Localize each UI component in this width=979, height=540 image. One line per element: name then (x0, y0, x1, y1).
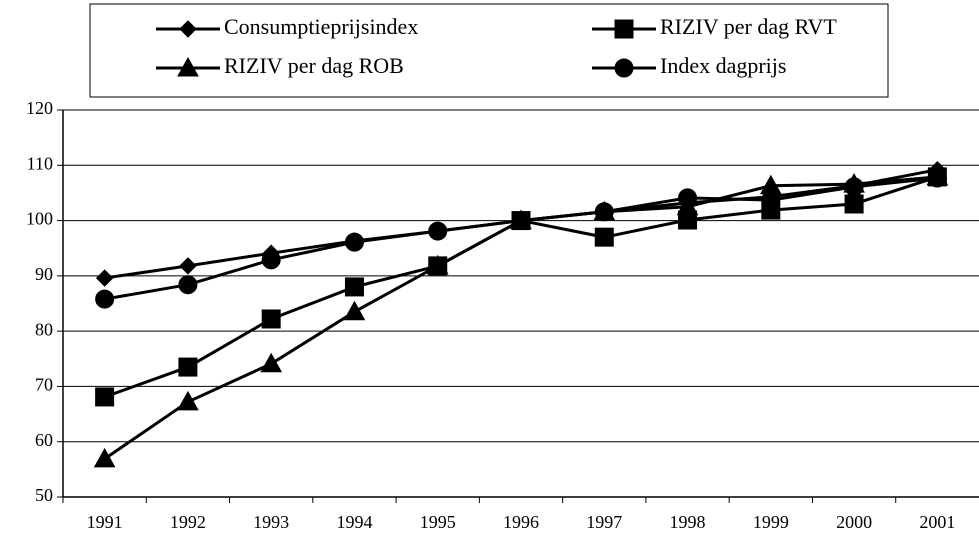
x-tick-label: 1999 (753, 512, 789, 532)
x-tick-label: 2000 (836, 512, 872, 532)
legend-label: Index dagprijs (660, 53, 786, 78)
legend-label: RIZIV per dag RVT (660, 14, 837, 39)
y-tick-label: 60 (35, 430, 53, 450)
point (761, 190, 781, 210)
legend-marker (179, 20, 197, 38)
point (927, 168, 947, 188)
point (177, 390, 199, 411)
point (511, 211, 531, 231)
point (844, 177, 864, 197)
y-tick-label: 110 (27, 153, 53, 173)
point (261, 250, 281, 270)
legend-marker (177, 56, 199, 77)
legend-label: Consumptieprijsindex (224, 14, 418, 39)
x-tick-label: 1998 (670, 512, 706, 532)
series-line (104, 176, 938, 301)
point (179, 257, 197, 275)
point (844, 194, 864, 214)
point (178, 357, 198, 377)
point (260, 352, 283, 373)
point (678, 188, 698, 208)
y-tick-label: 80 (35, 319, 53, 339)
point (428, 221, 448, 241)
x-tick-label: 1992 (170, 512, 206, 532)
point (343, 300, 366, 321)
x-tick-label: 1994 (336, 512, 372, 532)
legend (89, 3, 889, 98)
y-tick-label: 70 (35, 375, 53, 395)
point (344, 277, 364, 297)
x-tick-label: 1993 (253, 512, 289, 532)
point (594, 227, 614, 247)
x-tick-label: 2001 (919, 512, 955, 532)
point (95, 387, 115, 407)
point (178, 275, 198, 295)
y-tick-label: 120 (26, 98, 53, 118)
point (93, 447, 116, 468)
legend-marker (614, 19, 634, 39)
point (95, 269, 114, 287)
y-tick-label: 100 (26, 209, 53, 229)
x-tick-label: 1995 (420, 512, 456, 532)
point (594, 202, 614, 222)
x-tick-label: 1991 (87, 512, 123, 532)
y-tick-label: 90 (35, 264, 53, 284)
point (344, 232, 364, 252)
x-tick-label: 1996 (503, 512, 539, 532)
legend-label: RIZIV per dag ROB (224, 53, 404, 78)
y-tick-label: 50 (35, 485, 53, 505)
point (261, 309, 281, 329)
point (95, 289, 115, 309)
x-tick-label: 1997 (586, 512, 622, 532)
legend-marker (614, 58, 634, 78)
point (426, 254, 449, 275)
